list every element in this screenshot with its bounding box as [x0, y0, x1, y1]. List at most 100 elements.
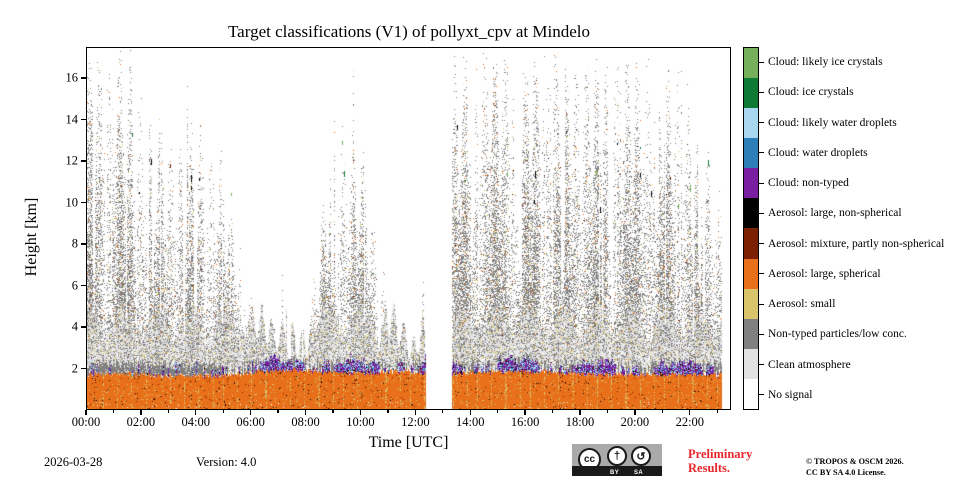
x-tick-minor — [167, 410, 169, 413]
colorbar-label: Aerosol: large, non-spherical — [768, 207, 902, 220]
colorbar-label: No signal — [768, 388, 813, 401]
x-tick-minor — [442, 410, 444, 413]
figure-date: 2026-03-28 — [44, 455, 103, 469]
colorbar-swatch[interactable] — [744, 138, 758, 169]
y-tick — [81, 326, 86, 328]
colorbar-swatch[interactable] — [744, 168, 758, 199]
x-tick-minor — [716, 410, 718, 413]
x-tick-minor — [277, 410, 279, 413]
colorbar-tick — [759, 212, 764, 214]
colorbar-swatch[interactable] — [744, 288, 758, 319]
plot-area[interactable] — [86, 47, 731, 410]
x-tick-minor — [332, 410, 334, 413]
colorbar-label: Cloud: non-typed — [768, 177, 849, 190]
cc-by-icon: † — [607, 446, 627, 466]
colorbar-label: Non-typed particles/low conc. — [768, 328, 907, 341]
x-axis-title: Time [UTC] — [368, 434, 449, 451]
colorbar-tick — [759, 333, 764, 335]
colorbar-swatch[interactable] — [744, 348, 758, 379]
colorbar-label: Clean atmosphere — [768, 358, 851, 371]
y-tick — [81, 284, 86, 287]
x-tick-minor — [606, 410, 609, 413]
x-tick — [359, 410, 362, 415]
x-tick — [414, 410, 416, 415]
x-tick-minor — [497, 410, 499, 413]
y-tick — [81, 160, 86, 162]
x-tick — [579, 410, 581, 415]
cc-sa-label: SA — [634, 469, 644, 476]
y-tick-label: 16 — [65, 70, 79, 85]
x-tick-minor — [222, 410, 224, 413]
x-tick-minor — [661, 410, 664, 413]
y-tick — [81, 201, 86, 204]
creative-commons-badge: cc † ↺ BY SA — [572, 444, 662, 476]
x-tick-label: 22:00 — [675, 415, 705, 429]
x-tick-minor — [551, 410, 554, 413]
colorbar-label: Aerosol: large, spherical — [768, 267, 881, 280]
x-tick-label: 20:00 — [620, 415, 650, 429]
cc-sa-icon: ↺ — [631, 446, 651, 466]
x-tick-minor — [387, 410, 389, 413]
x-tick-label: 10:00 — [346, 415, 375, 429]
x-tick — [469, 410, 471, 415]
colorbar-swatch[interactable] — [744, 258, 758, 289]
y-tick — [81, 367, 86, 370]
colorbar-tick — [759, 122, 764, 124]
colorbar-tick — [759, 273, 764, 275]
y-tick-label: 2 — [71, 361, 78, 375]
x-tick-label: 14:00 — [456, 415, 485, 429]
cc-badge-strip — [572, 466, 662, 476]
y-tick — [81, 118, 86, 121]
colorbar-label: Cloud: likely water droplets — [768, 116, 897, 129]
x-tick-label: 16:00 — [510, 415, 540, 429]
figure-version: Version: 4.0 — [196, 455, 257, 469]
y-tick — [81, 77, 86, 79]
x-tick — [304, 410, 307, 415]
y-tick-label: 14 — [65, 112, 79, 127]
colorbar-tick — [759, 364, 764, 366]
y-tick-label: 12 — [65, 153, 79, 168]
x-tick-label: 06:00 — [236, 415, 265, 429]
colorbar-swatch[interactable] — [744, 318, 758, 349]
colorbar-swatch[interactable] — [744, 198, 758, 229]
x-tick-label: 02:00 — [126, 415, 156, 429]
colorbar-tick — [759, 91, 764, 93]
colorbar-swatch[interactable] — [744, 228, 758, 259]
x-tick — [634, 410, 636, 415]
colorbar-tick — [759, 243, 764, 245]
y-axis-title: Height [km] — [23, 197, 40, 277]
colorbar-swatch[interactable] — [744, 78, 758, 109]
copyright-line-1: © TROPOS & OSCM 2026. — [806, 457, 904, 466]
colorbar-label: Cloud: water droplets — [768, 146, 868, 159]
target-classification-heatmap — [87, 48, 730, 409]
x-tick-label: 08:00 — [291, 415, 320, 429]
colorbar-swatch[interactable] — [744, 108, 758, 139]
colorbar-label: Cloud: likely ice crystals — [768, 56, 883, 69]
colorbar-label: Aerosol: small — [768, 298, 836, 311]
colorbar-tick — [759, 152, 764, 154]
preliminary-line-2: Results. — [688, 461, 731, 475]
x-tick-minor — [112, 410, 115, 413]
y-tick — [81, 243, 86, 245]
x-tick — [195, 410, 197, 415]
x-tick-label: 18:00 — [565, 415, 595, 429]
classification-colorbar[interactable] — [743, 47, 759, 410]
page-title: Target classifications (V1) of pollyxt_c… — [227, 22, 591, 41]
colorbar-tick — [759, 394, 764, 396]
colorbar-label: Aerosol: mixture, partly non-spherical — [768, 237, 945, 250]
colorbar-tick — [759, 182, 764, 184]
y-tick-label: 10 — [65, 195, 79, 210]
x-tick — [250, 410, 252, 415]
colorbar-label: Cloud: ice crystals — [768, 86, 854, 99]
x-tick — [689, 410, 691, 415]
x-tick-label: 12:00 — [401, 415, 430, 429]
y-tick-label: 8 — [71, 236, 78, 251]
preliminary-results-note: Preliminary Results. — [688, 447, 752, 475]
x-tick — [140, 410, 142, 415]
colorbar-tick — [759, 61, 764, 63]
y-tick-label: 6 — [71, 278, 78, 293]
colorbar-swatch[interactable] — [744, 378, 758, 409]
copyright-line-2: CC BY SA 4.0 License. — [806, 468, 886, 477]
colorbar-swatch[interactable] — [744, 48, 758, 79]
x-tick-label: 00:00 — [71, 415, 101, 429]
